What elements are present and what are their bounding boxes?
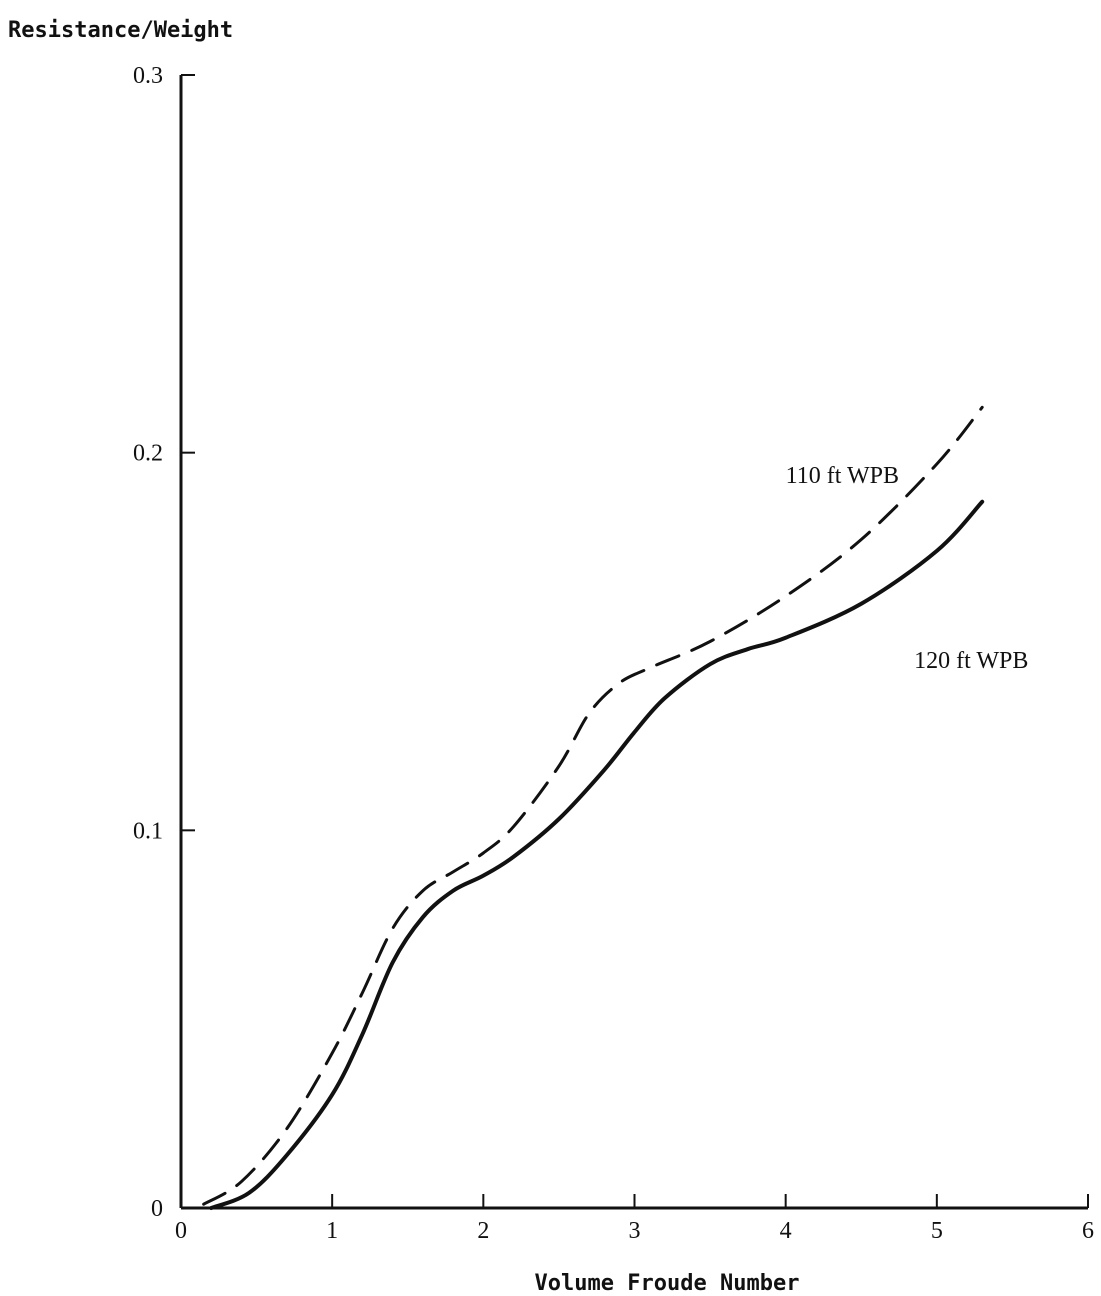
x-tick-label: 4 xyxy=(780,1218,792,1244)
x-tick-label: 1 xyxy=(326,1218,338,1244)
y-tick-label: 0.2 xyxy=(133,441,163,467)
x-axis-label: Volume Froude Number xyxy=(535,1271,800,1296)
x-tick-label: 6 xyxy=(1082,1218,1094,1244)
annotation-layer: 110 ft WPB 120 ft WPB xyxy=(786,463,1029,674)
y-tick-label: 0.3 xyxy=(133,63,163,89)
y-tick-label: 0.1 xyxy=(133,818,163,844)
series-line-110-ft-wpb xyxy=(202,405,984,1206)
x-tick-label: 5 xyxy=(931,1218,943,1244)
series-label-120-ft-wpb: 120 ft WPB xyxy=(914,648,1028,674)
x-tick-label: 3 xyxy=(629,1218,641,1244)
axis-ticks: 0 1 2 3 4 5 6 0 0.1 0.2 0.3 xyxy=(133,63,1094,1244)
x-tick-label: 2 xyxy=(477,1218,489,1244)
series-label-110-ft-wpb: 110 ft WPB xyxy=(786,463,899,489)
series-line-120-ft-wpb xyxy=(209,499,985,1210)
y-tick-label: 0 xyxy=(151,1196,163,1222)
series-layer xyxy=(202,405,985,1210)
y-axis-label: Resistance/Weight xyxy=(8,18,233,43)
x-tick-label: 0 xyxy=(175,1218,187,1244)
